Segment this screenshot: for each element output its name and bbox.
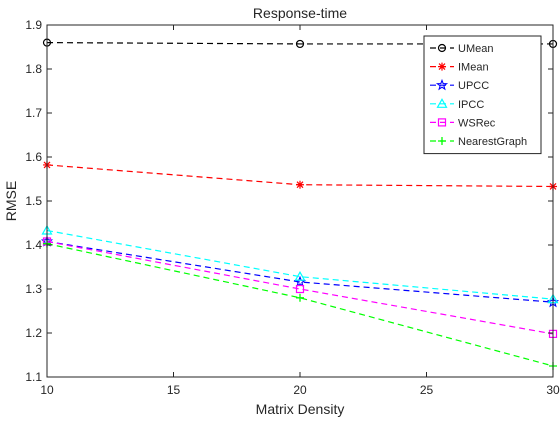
legend-item-wsrec: WSRec (430, 117, 496, 129)
data-point-umean (295, 39, 305, 49)
y-tick-label: 1.9 (25, 18, 42, 32)
y-tick-label: 1.8 (25, 62, 42, 76)
series-line-upcc (46, 240, 554, 303)
legend-item-nearestgraph: NearestGraph (430, 136, 527, 148)
legend-marker (435, 78, 449, 91)
legend-label: WSRec (458, 117, 496, 129)
legend-item-ipcc: IPCC (430, 98, 484, 111)
y-tick-label: 1.3 (25, 282, 42, 296)
legend-item-imean: IMean (430, 62, 489, 74)
y-tick-label: 1.6 (25, 150, 42, 164)
legend-marker (438, 137, 446, 145)
chart-title: Response-time (253, 5, 347, 21)
series-line-ipcc (46, 229, 554, 300)
y-tick-label: 1.4 (25, 238, 42, 252)
series-line-wsrec (46, 240, 554, 335)
legend-label: IPCC (458, 99, 484, 111)
y-tick-label: 1.7 (25, 106, 42, 120)
x-tick-label: 30 (546, 383, 560, 397)
y-tick-label: 1.5 (25, 194, 42, 208)
legend-marker (437, 118, 447, 127)
data-point-nearestgraph (296, 293, 304, 302)
legend-marker (438, 62, 446, 71)
data-point-wsrec (295, 284, 305, 294)
legend-item-upcc: UPCC (430, 78, 489, 92)
legend-box (423, 35, 542, 155)
x-axis: 10 15 20 25 30 (40, 25, 560, 397)
x-axis-label: Matrix Density (256, 401, 345, 417)
legend-label: IMean (458, 62, 489, 74)
legend-label: UMean (458, 43, 493, 55)
legend: UMean IMean UPCC IPCC WSRec NearestGraph (423, 35, 542, 155)
data-point-ipcc (294, 270, 306, 281)
legend-marker (437, 43, 447, 53)
legend-label: NearestGraph (458, 136, 527, 148)
legend-item-umean: UMean (430, 43, 493, 55)
y-tick-label: 1.1 (25, 370, 42, 384)
legend-marker (436, 98, 448, 108)
x-tick-label: 10 (40, 383, 54, 397)
y-axis: 1.1 1.2 1.3 1.4 1.5 1.6 1.7 1.8 1.9 (25, 18, 553, 384)
data-point-imean (296, 180, 304, 189)
x-tick-label: 15 (167, 383, 181, 397)
x-tick-label: 20 (293, 383, 307, 397)
legend-label: UPCC (458, 80, 489, 92)
y-tick-label: 1.2 (25, 326, 42, 340)
x-tick-label: 25 (420, 383, 434, 397)
series-line-nearestgraph (46, 243, 554, 367)
y-axis-label: RMSE (3, 181, 19, 221)
